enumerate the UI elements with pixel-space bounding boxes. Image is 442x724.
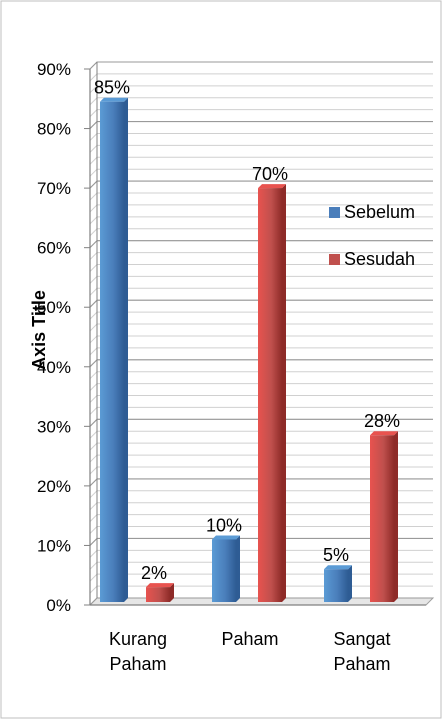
bar-sebelum-2: [324, 565, 352, 602]
bar-side: [282, 184, 286, 603]
bar-sebelum-0: [100, 97, 128, 602]
bar-side: [124, 97, 128, 602]
bar-top: [370, 431, 398, 436]
legend-swatch: [329, 254, 340, 265]
x-tick-label: Sangat Paham: [333, 629, 390, 674]
bar-sebelum-1: [212, 535, 240, 602]
y-tick-label: 60%: [37, 239, 71, 258]
bar-side: [236, 535, 240, 602]
data-label: 28%: [364, 411, 400, 431]
y-tick-label: 20%: [37, 477, 71, 496]
y-tick-label: 10%: [37, 536, 71, 555]
x-tick-label-line: Paham: [109, 654, 166, 674]
y-tick-label: 40%: [37, 358, 71, 377]
bar-top: [146, 583, 174, 588]
data-label: 5%: [323, 545, 349, 565]
data-label: 2%: [141, 563, 167, 583]
data-label: 85%: [94, 78, 130, 98]
legend-item-sesudah: Sesudah: [329, 249, 415, 269]
bar-front: [212, 539, 236, 602]
x-tick-label-line: Kurang: [109, 629, 167, 649]
bar-front: [100, 101, 124, 602]
bar-front: [370, 435, 394, 602]
x-tick-label-line: Paham: [221, 629, 278, 649]
bar-sesudah-1: [258, 184, 286, 603]
y-tick-label: 0%: [46, 596, 71, 615]
legend-label: Sesudah: [344, 249, 415, 269]
bar-front: [324, 569, 348, 602]
legend-item-sebelum: Sebelum: [329, 202, 415, 222]
bar-side: [170, 583, 174, 602]
legend-label: Sebelum: [344, 202, 415, 222]
data-label: 10%: [206, 515, 242, 535]
bar-top: [100, 97, 128, 102]
bar-front: [146, 587, 170, 602]
bar-top: [258, 184, 286, 189]
y-axis-title: Axis Title: [29, 290, 49, 370]
y-tick-label: 70%: [37, 179, 71, 198]
y-tick-label: 80%: [37, 120, 71, 139]
legend-swatch: [329, 207, 340, 218]
x-tick-label-line: Paham: [333, 654, 390, 674]
data-label: 70%: [252, 164, 288, 184]
y-tick-label: 30%: [37, 417, 71, 436]
bar-top: [212, 535, 240, 540]
x-tick-label: Paham: [221, 629, 278, 649]
bar-sesudah-2: [370, 431, 398, 602]
bar-top: [324, 565, 352, 570]
x-tick-label: Kurang Paham: [109, 629, 167, 674]
bar-side: [394, 431, 398, 602]
bar-side: [348, 565, 352, 602]
x-tick-label-line: Sangat: [333, 629, 390, 649]
bar-sesudah-0: [146, 583, 174, 602]
y-tick-label: 90%: [37, 60, 71, 79]
y-tick-label: 50%: [37, 298, 71, 317]
bar-front: [258, 188, 282, 603]
